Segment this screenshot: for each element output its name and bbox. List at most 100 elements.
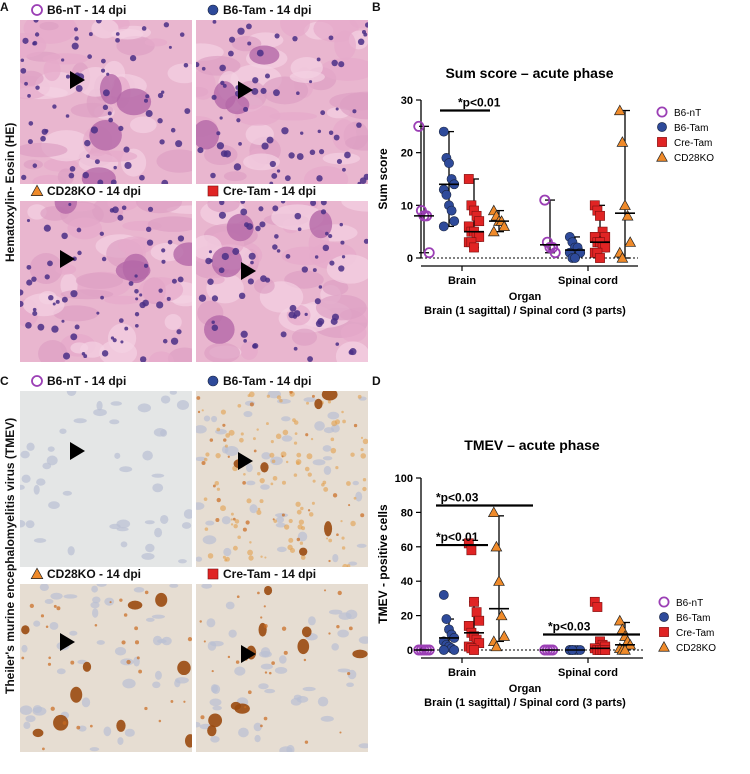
data-point: [471, 607, 482, 618]
data-point: [539, 194, 551, 206]
data-point: [423, 247, 435, 259]
he-side-label: Hematoxylin- Eosin (HE): [3, 122, 17, 262]
data-point: [621, 209, 634, 221]
data-point: [449, 216, 460, 227]
data-point: [549, 247, 561, 259]
data-point: [438, 126, 449, 137]
y-axis-label: TMEV - positive cells: [378, 504, 390, 624]
chart-title: TMEV – acute phase: [464, 437, 600, 453]
data-point: [438, 221, 449, 232]
data-point: [619, 643, 631, 655]
x-axis-label: Organ: [509, 291, 542, 303]
data-point: [449, 645, 460, 655]
he-label-b6-tam: B6-Tam - 14 dpi: [206, 3, 311, 17]
legend-marker-b6-tam: [657, 122, 667, 132]
data-point: [498, 630, 511, 641]
data-point: [469, 596, 479, 607]
data-point: [547, 241, 559, 253]
x-axis-sublabel: Brain (1 sagittal) / Spinal cord (3 part…: [424, 305, 626, 317]
data-point: [474, 216, 485, 227]
legend-label-cre-tam: Cre-Tam: [674, 138, 712, 149]
legend-label-cd28ko: CD28KO: [676, 643, 716, 654]
he-micrograph-cre-tam: [196, 201, 368, 362]
micrograph-label-text: B6-nT - 14 dpi: [47, 374, 127, 388]
legend-marker-cd28ko: [656, 150, 668, 162]
data-point: [624, 236, 637, 247]
data-point: [592, 602, 603, 612]
tmev-micrograph-cd28ko: [20, 584, 192, 752]
legend-marker-cd28ko: [658, 640, 670, 652]
data-point: [441, 614, 452, 624]
panel-letter-d: D: [372, 374, 381, 388]
x-tick-label: Spinal cord: [558, 667, 618, 679]
legend-marker-cre-tam: [659, 627, 669, 637]
data-point: [493, 575, 505, 586]
tmev-label-b6-tam: B6-Tam - 14 dpi: [206, 374, 311, 388]
panel-letter-a: A: [0, 0, 9, 14]
micrograph-label-text: Cre-Tam - 14 dpi: [223, 567, 317, 581]
legend-marker-cd28ko: [30, 567, 44, 579]
significance-label: *p<0.01: [436, 530, 479, 544]
data-point: [444, 158, 454, 169]
y-axis-label: Sum score: [378, 148, 390, 210]
micrograph-label-text: CD28KO - 14 dpi: [47, 567, 142, 581]
data-point: [441, 189, 452, 200]
y-tick-label: 20: [401, 611, 413, 623]
x-tick-label: Spinal cord: [558, 275, 618, 287]
data-point: [616, 623, 629, 634]
micrograph-label-text: B6-Tam - 14 dpi: [223, 374, 312, 388]
tmev-chart-svg: TMEV – acute phase 0 20 40 60 80 100 TMEV - pos…: [376, 437, 716, 709]
legend-marker-b6-nt: [31, 375, 43, 387]
y-tick-label: 40: [401, 576, 413, 588]
legend-marker-b6-nt: [658, 596, 670, 608]
tmev-label-cre-tam: Cre-Tam - 14 dpi: [206, 567, 316, 581]
data-point: [490, 640, 503, 652]
he-micrograph-cd28ko: [20, 201, 192, 362]
y-tick-label: 30: [401, 95, 413, 107]
data-point: [595, 253, 605, 263]
data-point: [595, 210, 605, 221]
tmev-micrograph-cre-tam: [196, 584, 368, 752]
data-point: [613, 614, 626, 626]
legend-marker-b6-nt: [656, 106, 668, 118]
data-point: [613, 104, 626, 116]
x-tick-label: Brain: [448, 667, 476, 679]
legend-marker-cre-tam: [207, 185, 219, 197]
tmev-side-label: Theiler's murine encephalomyelitis virus…: [3, 417, 17, 694]
panel-letter-b: B: [372, 0, 381, 14]
data-point: [487, 506, 500, 517]
legend-label-cd28ko: CD28KO: [674, 153, 714, 164]
legend-marker-b6-tam: [207, 4, 219, 16]
y-tick-label: 100: [395, 473, 413, 485]
data-point: [616, 136, 629, 147]
x-axis-sublabel: Brain (1 sagittal) / Spinal cord (3 part…: [424, 697, 626, 709]
significance-label: *p<0.03: [436, 491, 479, 505]
legend-label-b6-nt: B6-nT: [674, 108, 701, 119]
legend-marker-b6-tam: [659, 612, 669, 622]
legend-marker-cre-tam: [207, 568, 219, 580]
he-label-cre-tam: Cre-Tam - 14 dpi: [206, 184, 316, 198]
data-point: [469, 645, 479, 655]
data-point: [616, 251, 629, 263]
y-tick-label: 80: [401, 507, 413, 519]
data-point: [466, 545, 477, 556]
sum-score-chart-svg: Sum score – acute phase 0 10 20 30 Sum score B…: [376, 65, 714, 317]
legend-label-b6-tam: B6-Tam: [676, 613, 710, 624]
y-tick-label: 60: [401, 542, 413, 554]
legend-marker-b6-nt: [31, 4, 43, 16]
y-tick-label: 20: [401, 148, 413, 160]
tmev-chart: TMEV – acute phase 0 20 40 60 80 100 TMEV - pos…: [376, 428, 748, 734]
significance-label: *p<0.01: [458, 96, 501, 110]
tmev-micrograph-b6-nt: [20, 391, 192, 567]
data-point: [490, 540, 503, 552]
micrograph-label-text: Cre-Tam - 14 dpi: [223, 184, 317, 198]
data-point: [463, 174, 474, 184]
sum-score-chart: Sum score – acute phase 0 10 20 30 Sum score B…: [376, 48, 748, 348]
data-point: [413, 120, 425, 132]
x-axis-label: Organ: [509, 683, 542, 695]
data-point: [469, 242, 479, 253]
data-point: [474, 615, 485, 626]
data-point: [619, 199, 631, 210]
data-point: [600, 645, 611, 655]
legend-marker-cre-tam: [657, 137, 667, 147]
